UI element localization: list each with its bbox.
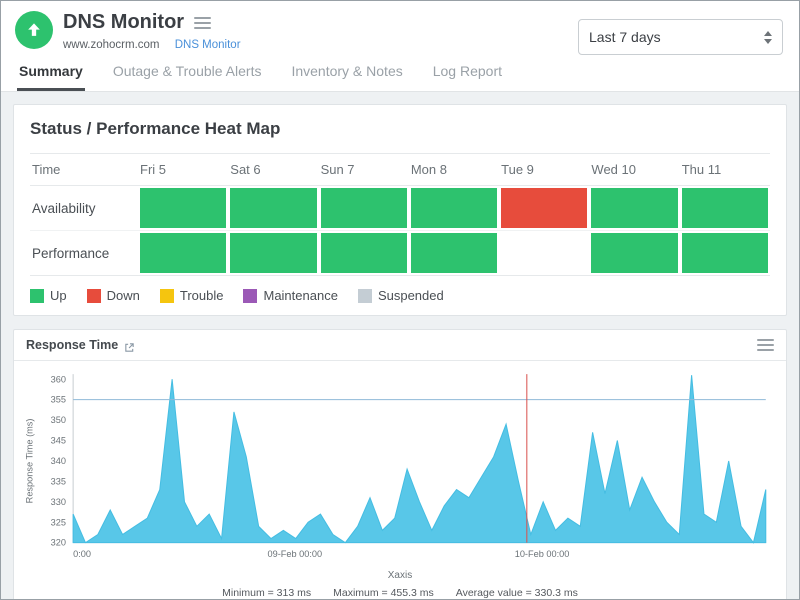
svg-text:Response Time (ms): Response Time (ms) bbox=[24, 419, 34, 504]
heatmap-col-header: Sun 7 bbox=[320, 162, 355, 177]
legend-item: Down bbox=[86, 288, 140, 303]
tab-bar: Summary Outage & Trouble Alerts Inventory … bbox=[1, 55, 799, 92]
chart-stat-average: Average value = 330.3 ms bbox=[455, 587, 578, 599]
legend-item: Maintenance bbox=[243, 288, 338, 303]
svg-text:340: 340 bbox=[51, 456, 66, 466]
heatmap-cell-up[interactable] bbox=[140, 233, 227, 273]
heatmap-col-header: Fri 5 bbox=[140, 162, 166, 177]
heatmap-col-time: Time bbox=[32, 162, 61, 177]
main-content: Status / Performance Heat Map Time Fri 5 S… bbox=[1, 92, 799, 599]
dropdown-arrows-icon bbox=[764, 30, 772, 44]
heatmap-cell-up[interactable] bbox=[230, 188, 317, 228]
heatmap-cell-up[interactable] bbox=[230, 233, 317, 273]
svg-text:325: 325 bbox=[51, 517, 66, 527]
svg-text:330: 330 bbox=[51, 497, 66, 507]
chart-menu-icon[interactable] bbox=[757, 339, 774, 351]
chart-body: 320 325 330 335 340 345 350 355 360 0:00 09-Feb 00… bbox=[14, 361, 786, 569]
period-dropdown-value: Last 7 days bbox=[589, 29, 661, 45]
svg-text:350: 350 bbox=[51, 415, 66, 425]
svg-text:360: 360 bbox=[51, 374, 66, 384]
heatmap-table: Time Fri 5 Sat 6 Sun 7 Mon 8 Tue 9 Wed 10 Thu 1… bbox=[30, 153, 770, 276]
heatmap-row-label: Performance bbox=[32, 245, 110, 261]
legend-swatch bbox=[30, 288, 44, 303]
heatmap-row: Performance bbox=[30, 231, 770, 275]
page-title: DNS Monitor bbox=[63, 11, 185, 33]
response-time-card: Response Time 320 325 330 335 340 345 350 355 36… bbox=[13, 329, 787, 599]
response-time-chart: 320 325 330 335 340 345 350 355 360 0:00 09-Feb 00… bbox=[24, 374, 767, 559]
chart-stats: Minimum = 313 ms Maximum = 455.3 ms Aver… bbox=[14, 581, 786, 599]
svg-text:355: 355 bbox=[51, 395, 66, 405]
svg-text:335: 335 bbox=[51, 476, 66, 486]
legend-item: Trouble bbox=[159, 288, 223, 303]
heatmap-cell-empty[interactable] bbox=[501, 233, 588, 273]
heatmap-header-row: Time Fri 5 Sat 6 Sun 7 Mon 8 Tue 9 Wed 10 Thu 1… bbox=[30, 154, 770, 186]
external-link-icon[interactable] bbox=[124, 340, 135, 352]
heatmap-cell-up[interactable] bbox=[320, 188, 407, 228]
heatmap-cell-up[interactable] bbox=[410, 188, 498, 228]
heatmap-cell-up[interactable] bbox=[681, 188, 768, 228]
svg-text:0:00: 0:00 bbox=[73, 549, 91, 559]
chart-stat-minimum: Minimum = 313 ms bbox=[222, 587, 312, 599]
tab-log-report[interactable]: Log Report bbox=[432, 63, 503, 79]
svg-text:10-Feb 00:00: 10-Feb 00:00 bbox=[515, 549, 570, 559]
app-header: DNS Monitor www.zohocrm.com DNS Monitor … bbox=[1, 1, 799, 55]
period-dropdown[interactable]: Last 7 days bbox=[578, 19, 783, 55]
chart-stat-maximum: Maximum = 455.3 ms bbox=[333, 587, 434, 599]
heatmap-title: Status / Performance Heat Map bbox=[30, 119, 281, 138]
svg-text:09-Feb 00:00: 09-Feb 00:00 bbox=[267, 549, 322, 559]
monitor-status-icon bbox=[15, 11, 53, 49]
up-arrow-icon bbox=[28, 23, 40, 36]
breadcrumb: www.zohocrm.com DNS Monitor bbox=[63, 39, 241, 51]
svg-text:345: 345 bbox=[51, 436, 66, 446]
chart-header: Response Time bbox=[14, 330, 786, 361]
title-menu-icon[interactable] bbox=[194, 16, 212, 29]
heatmap-col-header: Mon 8 bbox=[410, 162, 447, 177]
legend-swatch bbox=[159, 288, 174, 303]
heatmap-cell-up[interactable] bbox=[320, 233, 407, 273]
legend-swatch bbox=[357, 288, 372, 303]
heatmap-col-header: Thu 11 bbox=[681, 162, 722, 177]
heatmap-cell-up[interactable] bbox=[410, 233, 498, 273]
legend-swatch bbox=[86, 288, 101, 303]
legend-swatch bbox=[243, 288, 258, 303]
heatmap-cell-up[interactable] bbox=[681, 233, 768, 273]
title-block: DNS Monitor www.zohocrm.com DNS Monitor bbox=[63, 11, 241, 51]
heatmap-cell-up[interactable] bbox=[591, 233, 678, 273]
heatmap-col-header: Tue 9 bbox=[501, 162, 534, 177]
heatmap-cell-up[interactable] bbox=[140, 188, 227, 228]
breadcrumb-site: www.zohocrm.com bbox=[63, 39, 160, 51]
heatmap-row-label: Availability bbox=[32, 200, 96, 216]
tab-outage-trouble-alerts[interactable]: Outage & Trouble Alerts bbox=[112, 63, 262, 79]
svg-text:320: 320 bbox=[51, 538, 66, 548]
chart-xaxis-label: Xaxis bbox=[387, 570, 413, 582]
heatmap-body: Availability Performance bbox=[30, 186, 770, 275]
heatmap-col-header: Sat 6 bbox=[230, 162, 261, 177]
heatmap-col-header: Wed 10 bbox=[591, 162, 636, 177]
legend-item: Suspended bbox=[357, 288, 444, 303]
heatmap-card: Status / Performance Heat Map Time Fri 5 S… bbox=[13, 104, 787, 316]
heatmap-row: Availability bbox=[30, 186, 770, 231]
heatmap-cell-up[interactable] bbox=[591, 188, 678, 228]
breadcrumb-page-link[interactable]: DNS Monitor bbox=[174, 39, 241, 51]
legend-item: Up bbox=[30, 288, 67, 303]
tab-summary[interactable]: Summary bbox=[17, 55, 85, 91]
chart-title: Response Time bbox=[26, 338, 119, 352]
heatmap-cell-down[interactable] bbox=[501, 188, 588, 228]
tab-inventory-notes[interactable]: Inventory & Notes bbox=[291, 63, 403, 79]
heatmap-legend: Up Down Trouble Maintenance Suspended bbox=[30, 288, 770, 303]
